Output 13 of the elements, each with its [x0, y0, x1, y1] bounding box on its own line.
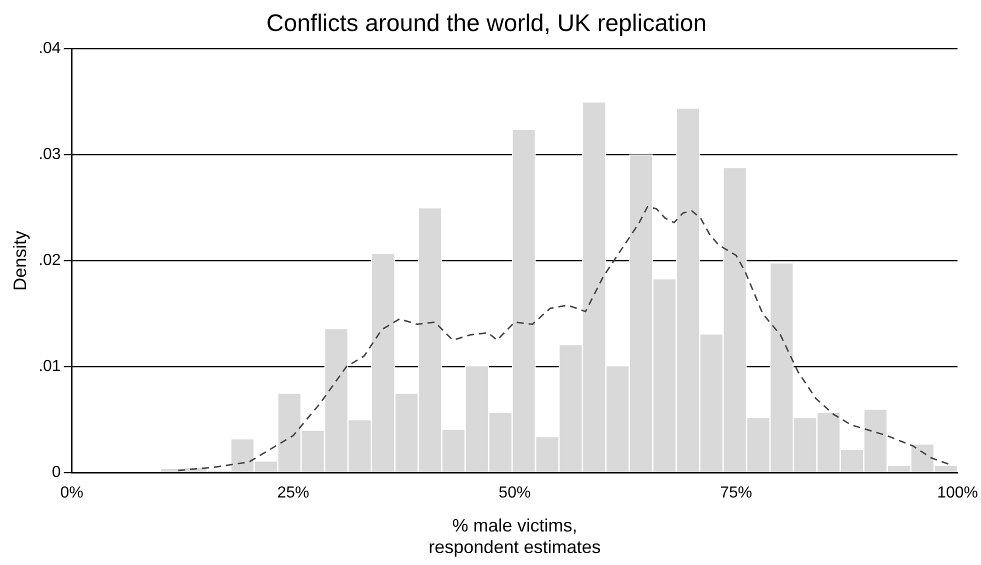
- x-axis-title: % male victims, respondent estimates: [428, 516, 601, 558]
- chart-title: Conflicts around the world, UK replication: [266, 10, 707, 38]
- y-tick-label: 0: [52, 464, 61, 482]
- x-tick-label: 25%: [277, 484, 310, 502]
- x-tick-label: 0%: [60, 484, 84, 502]
- y-tick-label: .04: [38, 40, 61, 58]
- x-tick-label: 50%: [498, 484, 531, 502]
- y-tick-label: .02: [38, 252, 61, 270]
- y-axis-title: Density: [10, 230, 30, 291]
- y-tick-label: .03: [38, 146, 61, 164]
- x-tick-label: 75%: [720, 484, 752, 502]
- y-tick-label: .01: [38, 358, 61, 376]
- x-tick-label: 100%: [937, 484, 978, 502]
